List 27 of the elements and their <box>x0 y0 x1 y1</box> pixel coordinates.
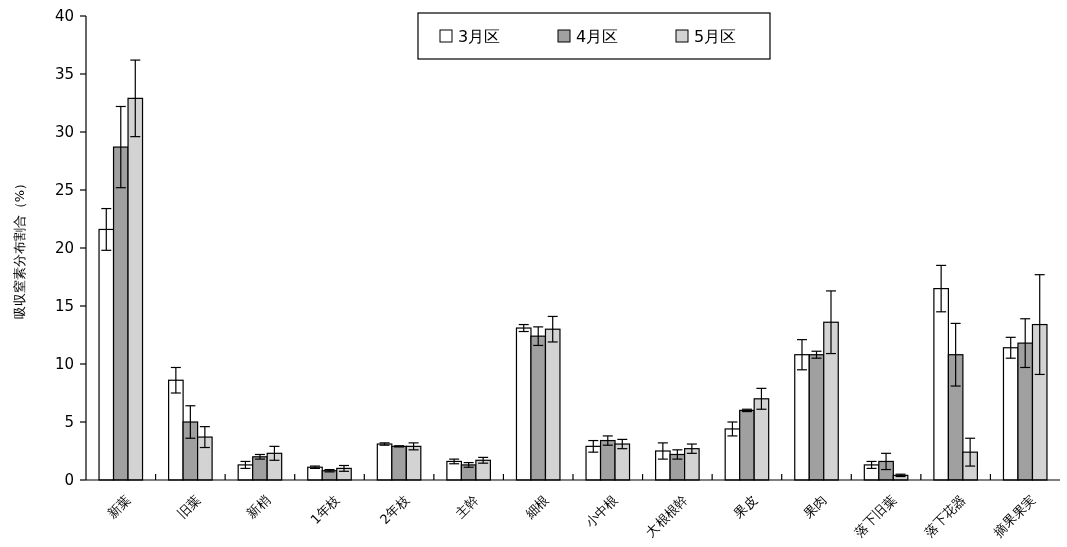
x-tick-label: 果肉 <box>800 492 830 522</box>
y-tick-label: 25 <box>54 181 74 199</box>
x-tick-label: 2年枝 <box>377 492 412 528</box>
y-tick-label: 30 <box>54 123 74 141</box>
x-tick-label: 大根根幹 <box>642 492 691 540</box>
legend-label: 4月区 <box>576 27 619 46</box>
x-tick-label: 小中根 <box>582 492 621 531</box>
y-tick-label: 15 <box>54 297 74 315</box>
legend-label: 5月区 <box>694 27 737 46</box>
x-tick-label: 新葉 <box>104 492 134 522</box>
y-tick-label: 35 <box>54 65 74 83</box>
x-tick-label: 細根 <box>521 492 552 522</box>
x-tick-label: 落下花器 <box>921 492 969 540</box>
x-tick-label: 主幹 <box>452 492 482 522</box>
y-tick-label: 10 <box>54 355 74 373</box>
x-tick-label: 果皮 <box>730 492 760 522</box>
y-axis-title: 吸収窒素分布割合（%） <box>12 176 27 320</box>
y-tick-label: 20 <box>54 239 74 257</box>
x-tick-label: 落下旧葉 <box>851 492 899 540</box>
x-tick-label: 摘果果実 <box>990 492 1039 540</box>
x-tick-label: 1年枝 <box>307 492 343 528</box>
x-tick-label: 旧葉 <box>174 492 204 522</box>
x-tick-label: 新梢 <box>243 492 273 522</box>
y-tick-label: 0 <box>64 471 74 489</box>
legend-label: 3月区 <box>458 27 501 46</box>
y-tick-label: 5 <box>64 413 74 431</box>
y-tick-label: 40 <box>54 7 74 25</box>
